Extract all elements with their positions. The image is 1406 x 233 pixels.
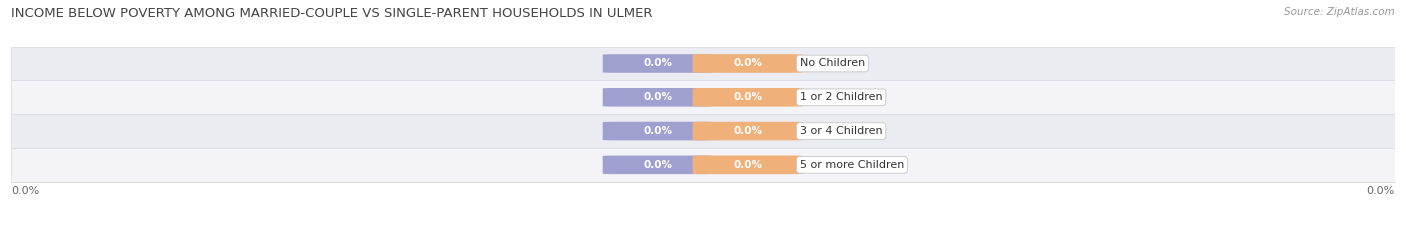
Text: 0.0%: 0.0%	[644, 126, 672, 136]
Text: 1 or 2 Children: 1 or 2 Children	[800, 92, 883, 102]
Text: 0.0%: 0.0%	[734, 160, 762, 170]
Text: 0.0%: 0.0%	[734, 126, 762, 136]
FancyBboxPatch shape	[693, 88, 803, 106]
Bar	[11, 80, 1395, 114]
Text: 5 or more Children: 5 or more Children	[800, 160, 904, 170]
Text: No Children: No Children	[800, 58, 865, 69]
Bar	[11, 114, 1395, 148]
FancyBboxPatch shape	[603, 54, 713, 73]
Text: 0.0%: 0.0%	[1367, 186, 1395, 196]
Text: 0.0%: 0.0%	[644, 160, 672, 170]
FancyBboxPatch shape	[693, 54, 803, 73]
Text: INCOME BELOW POVERTY AMONG MARRIED-COUPLE VS SINGLE-PARENT HOUSEHOLDS IN ULMER: INCOME BELOW POVERTY AMONG MARRIED-COUPL…	[11, 7, 652, 20]
FancyBboxPatch shape	[693, 156, 803, 174]
Text: Source: ZipAtlas.com: Source: ZipAtlas.com	[1284, 7, 1395, 17]
Text: 0.0%: 0.0%	[644, 58, 672, 69]
Bar	[11, 47, 1395, 80]
Legend: Married Couples, Single Parents: Married Couples, Single Parents	[589, 231, 817, 233]
Text: 3 or 4 Children: 3 or 4 Children	[800, 126, 883, 136]
Bar	[11, 148, 1395, 182]
Text: 0.0%: 0.0%	[734, 58, 762, 69]
Text: 0.0%: 0.0%	[11, 186, 39, 196]
FancyBboxPatch shape	[603, 156, 713, 174]
Text: 0.0%: 0.0%	[734, 92, 762, 102]
FancyBboxPatch shape	[603, 88, 713, 106]
FancyBboxPatch shape	[603, 122, 713, 140]
FancyBboxPatch shape	[693, 122, 803, 140]
Text: 0.0%: 0.0%	[644, 92, 672, 102]
